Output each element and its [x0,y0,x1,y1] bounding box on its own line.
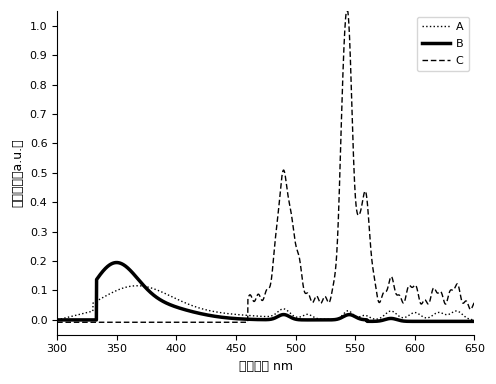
B [75,318,81,322]
A [459,312,465,317]
C [246,293,252,298]
A [257,314,263,319]
B [459,319,465,324]
C [471,300,477,305]
Line: C: C [57,11,474,322]
A [134,283,140,288]
A [75,312,81,317]
Legend: A, B, C: A, B, C [417,17,469,71]
C [343,9,349,13]
Line: A: A [57,286,474,320]
A [383,311,389,316]
X-axis label: 发射波长 nm: 发射波长 nm [239,360,293,373]
A [246,313,252,318]
C [54,320,60,324]
B [257,317,263,322]
B [114,260,120,265]
C [257,294,263,299]
C [459,300,465,305]
C [459,300,465,305]
C [75,320,81,324]
B [383,317,389,322]
B [54,318,60,322]
A [54,318,60,322]
B [459,319,465,324]
Y-axis label: 发射强度（a.u.）: 发射强度（a.u.） [11,139,24,207]
C [383,289,389,294]
A [459,312,465,317]
B [246,317,252,322]
Line: B: B [57,263,474,321]
B [471,319,477,324]
A [471,318,477,322]
